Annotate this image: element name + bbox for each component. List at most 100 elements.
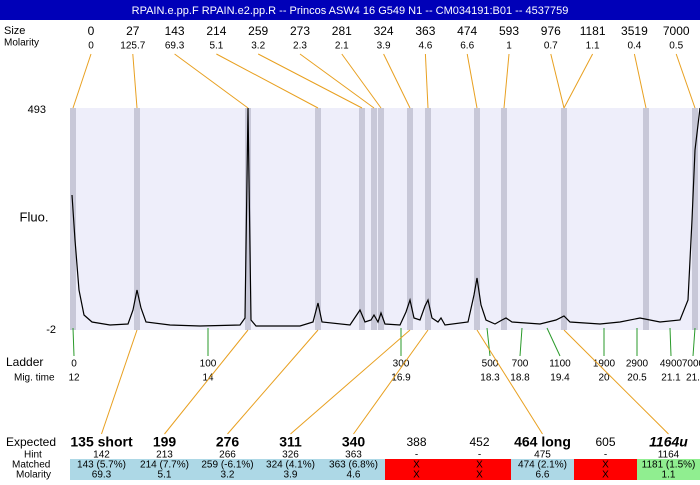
matched-cell (637, 459, 700, 480)
peak-connector (503, 53, 510, 109)
molarity: 3.9 (284, 470, 298, 480)
peak-size: 0 (88, 24, 95, 38)
peak-molarity: 5.1 (209, 41, 223, 52)
peak-connector (563, 53, 594, 109)
ladder-tick (72, 327, 75, 357)
matched: 143 (5.7%) (77, 460, 126, 471)
peak-connector (257, 53, 363, 109)
peak-connector (424, 53, 429, 109)
matched: 474 (2.1%) (518, 460, 567, 471)
match-connector (563, 329, 669, 435)
peak-connector (341, 53, 382, 109)
hint: - (604, 450, 607, 461)
y-max-label: 493 (28, 104, 46, 116)
row-label: Molarity (16, 470, 51, 480)
molarity: 6.6 (536, 470, 550, 480)
match-connector (476, 329, 543, 435)
expected-size: 199 (153, 434, 177, 450)
expected-size: 1164u (649, 434, 688, 450)
peak-molarity: 0.5 (669, 41, 683, 52)
matched: 363 (6.8%) (329, 460, 378, 471)
matched-cell (196, 459, 259, 480)
match-connector (164, 329, 249, 435)
peak-size: 273 (290, 24, 310, 38)
expected-size: 135 short (70, 434, 133, 450)
matched: 214 (7.7%) (140, 460, 189, 471)
y-axis-label: Fluo. (20, 209, 49, 224)
peak-connector (383, 53, 411, 109)
molarity: X (602, 470, 609, 480)
ladder-tick (669, 327, 672, 357)
ladder-size: 700 (512, 359, 529, 370)
peak-connector (72, 53, 92, 109)
molarity: 1.1 (662, 470, 676, 480)
peak-size: 474 (457, 24, 477, 38)
peak-connector (675, 53, 696, 109)
ladder-size: 4900 (660, 359, 683, 370)
hint: 213 (156, 450, 173, 461)
peak-band (425, 108, 431, 330)
peak-band (134, 108, 140, 330)
peak-band (643, 108, 649, 330)
hint: 266 (219, 450, 236, 461)
matched-cell (322, 459, 385, 480)
row-label: Mig. time (14, 373, 55, 384)
expected-size: 452 (469, 435, 489, 449)
expected-size: 340 (342, 434, 366, 450)
match-connector (101, 329, 138, 435)
expected-size: 276 (216, 434, 240, 450)
molarity: X (476, 470, 483, 480)
match-connector (227, 329, 319, 435)
row-label: Expected (6, 435, 56, 449)
ladder-time: 18.3 (480, 373, 500, 384)
peak-molarity: 2.1 (335, 41, 349, 52)
peak-size: 1181 (580, 24, 606, 38)
hint: 142 (93, 450, 110, 461)
matched-cell (70, 459, 133, 480)
ladder-time: 18.8 (510, 373, 530, 384)
plot-area (70, 108, 700, 330)
ladder-size: 100 (200, 359, 217, 370)
row-label: Molarity (4, 38, 39, 49)
ladder-size: 7000 (682, 359, 700, 370)
match-connector (353, 329, 429, 435)
row-label: Matched (12, 460, 50, 471)
peak-band (474, 108, 480, 330)
peak-molarity: 6.6 (460, 41, 474, 52)
ladder-time: 12 (68, 373, 80, 384)
molarity: X (413, 470, 420, 480)
ladder-time: 21.1 (661, 373, 681, 384)
ladder-size: 1100 (549, 359, 571, 370)
peak-size: 27 (126, 24, 140, 38)
row-label: Hint (24, 450, 42, 461)
peak-molarity: 3.2 (251, 41, 265, 52)
row-label: Size (4, 25, 25, 37)
matched-cell (385, 459, 448, 480)
peak-molarity: 4.6 (418, 41, 432, 52)
hint: - (415, 450, 418, 461)
matched-cell (133, 459, 196, 480)
matched: 259 (-6.1%) (201, 460, 253, 471)
ladder-tick (546, 327, 561, 357)
ladder-size: 0 (71, 359, 77, 370)
peak-size: 143 (165, 24, 185, 38)
peak-connector (550, 53, 565, 109)
trace (71, 107, 700, 327)
peak-molarity: 0.7 (544, 41, 558, 52)
peak-connector (466, 53, 478, 109)
peak-connector (132, 53, 138, 109)
hint: 326 (282, 450, 299, 461)
hint: - (478, 450, 481, 461)
expected-size: 388 (406, 435, 426, 449)
ladder-time: 20 (598, 373, 610, 384)
row-label: Ladder (6, 355, 43, 369)
peak-band (501, 108, 507, 330)
matched-cell (511, 459, 574, 480)
ladder-time: 20.5 (627, 373, 647, 384)
expected-size: 605 (595, 435, 615, 449)
ladder-tick (486, 327, 491, 357)
peak-band (245, 108, 251, 330)
ladder-tick (519, 327, 523, 357)
peak-connector (633, 53, 647, 109)
